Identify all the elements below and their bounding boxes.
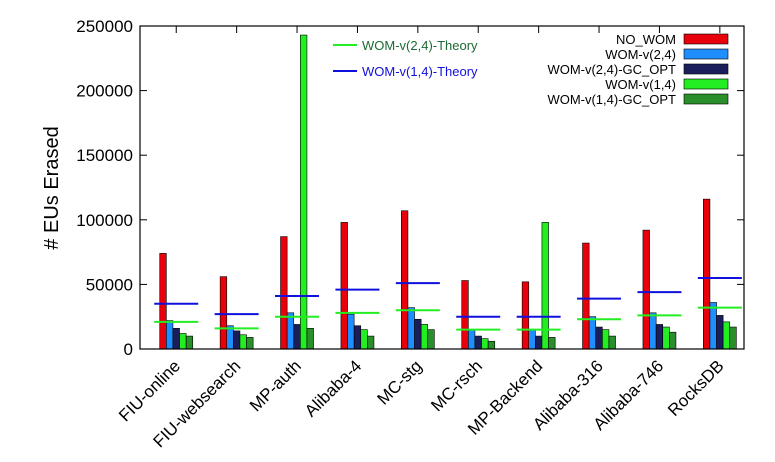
bar-wom-v-1-4--fiu-online [179,333,187,350]
legend-swatch [683,48,729,60]
bar-wom-v-1-4--mp-auth [300,34,308,350]
x-tick-label: MC-stg [373,356,425,408]
y-tick-label: 250000 [76,17,133,36]
bar-wom-v-1-4--mc-rsch [481,338,489,350]
bar-wom-v-2-4-gc-opt-mp-backend [535,335,543,350]
theory-legend-label: WOM-v(1,4)-Theory [362,64,478,79]
y-tick-label: 200000 [76,82,133,101]
bar-wom-v-2-4--mc-stg [407,307,415,350]
bar-no-wom-mp-auth [280,236,288,350]
bar-wom-v-2-4-gc-opt-mc-rsch [474,335,482,350]
bar-no-wom-mc-stg [401,210,409,350]
legend-label: WOM-v(1,4) [605,77,676,92]
bar-no-wom-mp-backend [521,281,530,350]
legend-label: WOM-v(2,4)-GC_OPT [547,62,676,77]
bar-wom-v-2-4-gc-opt-alibaba-746 [655,324,664,350]
bar-wom-v-2-4-gc-opt-rocksdb [716,315,724,350]
bar-wom-v-2-4--fiu-online [166,320,174,350]
bar-wom-v-1-4-gc-opt-fiu-websearch [246,337,254,350]
bar-no-wom-mc-rsch [461,280,469,350]
bar-wom-v-2-4-gc-opt-fiu-online [172,328,180,350]
theory-legend-label: WOM-v(2,4)-Theory [362,38,478,53]
bar-no-wom-alibaba-4 [340,222,348,350]
x-tick-label: MC-rsch [427,356,486,415]
bar-wom-v-1-4-gc-opt-alibaba-746 [669,331,677,350]
legend-swatch [683,93,729,105]
bar-wom-v-1-4--mc-stg [420,324,429,350]
legend-swatch [683,63,729,75]
legend: NO_WOMWOM-v(2,4)WOM-v(2,4)-GC_OPTWOM-v(1… [547,32,729,107]
bar-no-wom-rocksdb [703,198,711,350]
bar-wom-v-2-4-gc-opt-mc-stg [414,318,422,350]
bar-no-wom-alibaba-746 [642,229,650,350]
bar-wom-v-1-4--fiu-websearch [239,334,247,350]
bar-wom-v-2-4--rocksdb [709,302,717,350]
x-tick-label: RocksDB [664,356,728,420]
bar-wom-v-1-4--rocksdb [722,321,731,350]
bar-wom-v-2-4-gc-opt-alibaba-4 [353,325,362,350]
bar-no-wom-fiu-online [159,253,167,350]
theory-lines [154,276,742,331]
legend-label: NO_WOM [616,32,676,47]
bar-wom-v-1-4--alibaba-4 [360,329,368,350]
bar-wom-v-2-4-gc-opt-fiu-websearch [233,330,241,350]
legend-label: WOM-v(1,4)-GC_OPT [547,92,676,107]
bar-wom-v-1-4-gc-opt-fiu-online [185,335,194,350]
bar-wom-v-1-4-gc-opt-mp-backend [548,337,556,350]
y-tick-label: 100000 [76,211,133,230]
bar-wom-v-1-4-gc-opt-alibaba-316 [608,335,616,350]
y-axis-title: # EUs Erased [41,126,63,249]
bar-wom-v-1-4--alibaba-746 [662,326,670,350]
x-tick-label: MP-auth [246,356,305,415]
bar-wom-v-1-4-gc-opt-mp-auth [306,328,314,350]
bar-wom-v-2-4--alibaba-746 [649,312,657,350]
bar-wom-v-2-4-gc-opt-mp-auth [293,324,301,350]
bar-wom-v-1-4-gc-opt-mc-rsch [487,340,496,350]
bar-wom-v-2-4--mc-rsch [468,329,476,350]
bar-wom-v-1-4-gc-opt-rocksdb [729,326,737,350]
bar-wom-v-1-4--alibaba-316 [602,329,610,350]
plot-frame [139,25,745,350]
bar-wom-v-2-4-gc-opt-alibaba-316 [595,326,603,350]
y-tick-label: 150000 [76,146,133,165]
bar-no-wom-alibaba-316 [582,242,590,350]
bar-wom-v-1-4-gc-opt-alibaba-4 [367,335,375,350]
theory-legend: WOM-v(2,4)-Theory WOM-v(1,4)-Theory [333,38,478,79]
x-tick-label: Alibaba-4 [301,356,365,420]
bars [159,34,737,350]
bar-wom-v-2-4--alibaba-316 [588,316,597,350]
legend-swatch [683,33,729,45]
bar-wom-v-2-4--mp-backend [528,329,536,350]
bar-wom-v-2-4--alibaba-4 [347,313,355,350]
bar-wom-v-1-4-gc-opt-mc-stg [427,329,435,350]
legend-label: WOM-v(2,4) [605,47,676,62]
bar-wom-v-2-4--mp-auth [286,312,295,350]
legend-swatch [683,78,729,90]
y-tick-label: 0 [124,340,133,359]
bar-no-wom-fiu-websearch [219,276,228,350]
y-tick-label: 50000 [86,275,133,294]
